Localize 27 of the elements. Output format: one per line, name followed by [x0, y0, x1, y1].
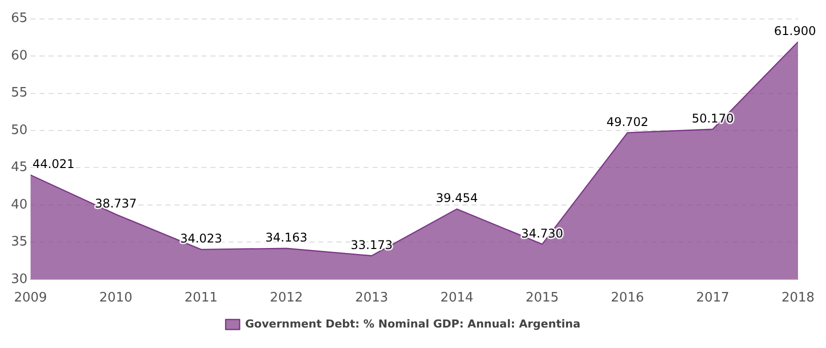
text: 33.173: [350, 238, 393, 252]
text: 34.163: [265, 230, 308, 245]
text: 34.023: [180, 232, 222, 246]
x-tick-label: 2015: [526, 290, 559, 306]
y-tick-label: 55: [10, 86, 28, 101]
text: 49.702: [606, 114, 648, 129]
text: 44.021: [32, 157, 75, 172]
text: 38.737: [94, 196, 137, 210]
legend-label: Government Debt: % Nominal GDP: Annual: Argentina: [245, 317, 580, 330]
x-tick-label: 2013: [355, 290, 388, 306]
text: 39.454: [436, 191, 478, 206]
x-tick-label: 2016: [610, 290, 644, 306]
y-tick-label: 60: [10, 48, 28, 64]
y-tick-label: 65: [10, 11, 28, 26]
y-tick-label: 50: [10, 122, 28, 138]
x-tick-label: 2018: [781, 290, 815, 306]
x-tick-label: 2009: [14, 290, 48, 306]
text: 61.900: [774, 24, 816, 38]
y-tick-label: 40: [10, 197, 28, 212]
x-tick-label: 2012: [270, 290, 303, 306]
y-tick-label: 45: [10, 160, 28, 176]
x-tick-label: 2014: [440, 290, 474, 306]
x-tick-label: 2010: [99, 290, 132, 306]
y-tick-label: 35: [10, 234, 28, 250]
x-tick-label: 2017: [696, 290, 730, 306]
x-tick-label: 2011: [184, 290, 218, 306]
y-tick-label: 30: [10, 272, 28, 287]
